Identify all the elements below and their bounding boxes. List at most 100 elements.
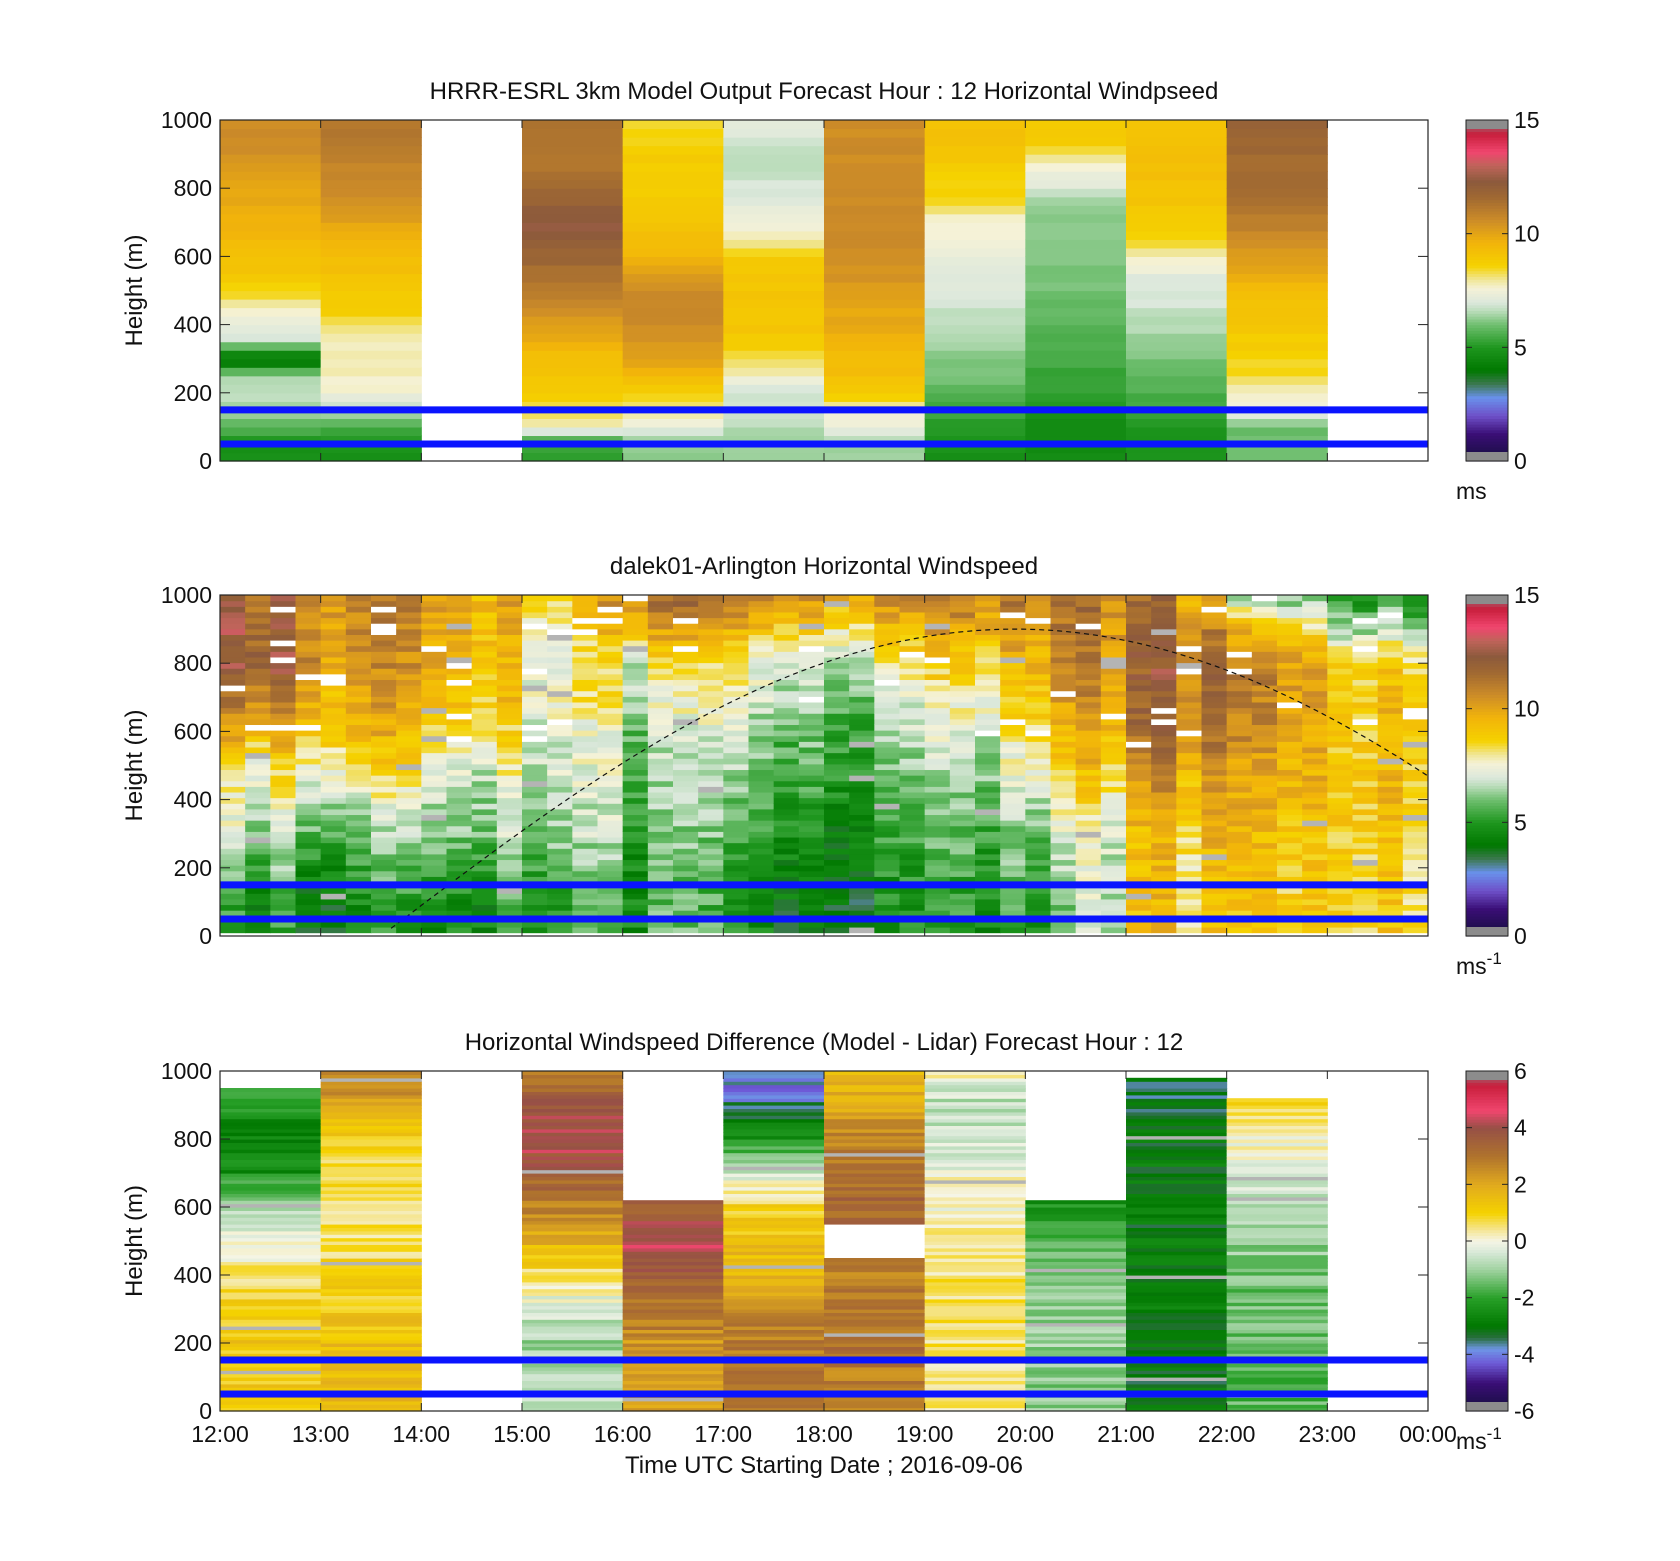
model-cell (622, 222, 724, 232)
lidar-cell (1226, 617, 1253, 624)
lidar-cell (748, 763, 775, 771)
lidar-cell (421, 803, 447, 810)
lidar-cell (647, 600, 674, 607)
lidar-cell (798, 696, 825, 703)
difference-cell (220, 1353, 322, 1358)
difference-cell (320, 1264, 422, 1269)
lidar-cell (723, 628, 749, 635)
lidar-cell (849, 876, 875, 883)
lidar-cell (1126, 893, 1152, 900)
lidar-cell (270, 645, 296, 652)
difference-cell (1126, 1322, 1228, 1327)
lidar-cell (295, 803, 322, 810)
model-cell (1025, 426, 1127, 437)
lidar-cell (673, 707, 699, 714)
model-cell (1226, 290, 1328, 300)
lidar-cell (396, 893, 422, 900)
lidar-cell (899, 848, 926, 855)
lidar-cell (220, 853, 246, 861)
lidar-cell (723, 707, 749, 714)
lidar-cell (1176, 623, 1202, 630)
lidar-cell (446, 775, 473, 782)
lidar-cell (1251, 701, 1278, 709)
model-cell (1126, 418, 1228, 428)
colorbar-swatch (1466, 424, 1508, 428)
lidar-cell (1327, 735, 1353, 742)
difference-cell (220, 1329, 322, 1334)
colorbar-swatch (1466, 1360, 1508, 1364)
difference-cell (824, 1373, 926, 1378)
difference-cell (1226, 1268, 1328, 1273)
difference-cell (1126, 1305, 1228, 1310)
lidar-cell (1402, 842, 1429, 849)
lidar-cell (1327, 831, 1353, 838)
lidar-cell (1075, 820, 1102, 827)
colorbar-swatch (1466, 202, 1508, 206)
lidar-cell (220, 831, 246, 838)
lidar-cell (773, 701, 800, 709)
lidar-cell (975, 735, 1001, 742)
lidar-cell (1327, 769, 1353, 776)
lidar-cell (1251, 814, 1278, 821)
lidar-cell (396, 887, 422, 894)
model-cell (824, 239, 926, 249)
lidar-cell (1302, 904, 1328, 911)
lidar-cell (798, 848, 825, 855)
lidar-cell (748, 752, 775, 759)
difference-cell (1025, 1349, 1127, 1354)
lidar-cell (924, 876, 951, 883)
lidar-cell (320, 724, 347, 731)
lidar-cell (698, 707, 724, 714)
difference-cell (723, 1295, 825, 1300)
model-cell (220, 213, 322, 223)
colorbar-swatch (1466, 904, 1508, 909)
lidar-cell (1126, 662, 1152, 669)
lidar-cell (1377, 595, 1404, 602)
model-cell (220, 324, 322, 334)
lidar-cell (446, 634, 473, 641)
lidar-cell (647, 893, 674, 900)
colorbar-swatch (1466, 1241, 1508, 1245)
difference-cell (622, 1377, 724, 1381)
difference-cell (320, 1128, 422, 1133)
model-cell (1025, 281, 1127, 292)
difference-cell (1126, 1156, 1228, 1160)
lidar-cell (698, 617, 724, 624)
model-cell (723, 392, 825, 402)
lidar-cell (1025, 797, 1051, 804)
lidar-cell (572, 595, 598, 602)
difference-cell (824, 1128, 926, 1133)
lidar-cell (1327, 808, 1353, 816)
lidar-cell (824, 628, 850, 635)
lidar-cell (1126, 645, 1152, 652)
lidar-cell (471, 791, 498, 799)
lidar-cell (773, 853, 800, 861)
lidar-cell (446, 746, 473, 754)
lidar-cell (1402, 752, 1429, 759)
lidar-cell (1302, 634, 1328, 641)
lidar-cell (748, 640, 775, 647)
lidar-cell (773, 876, 800, 883)
lidar-cell (1025, 848, 1051, 855)
lidar-cell (496, 775, 523, 782)
difference-cell (1126, 1383, 1228, 1388)
lidar-cell (371, 926, 397, 934)
lidar-cell (1075, 730, 1102, 737)
lidar-cell (396, 690, 422, 697)
difference-cell (723, 1268, 825, 1273)
lidar-cell (1000, 842, 1026, 849)
lidar-cell (949, 707, 976, 714)
lidar-cell (975, 623, 1001, 630)
difference-cell (924, 1343, 1026, 1347)
lidar-cell (295, 724, 322, 731)
difference-cell (1226, 1193, 1328, 1198)
model-cell (723, 247, 825, 257)
difference-cell (1126, 1125, 1228, 1130)
lidar-cell (1327, 870, 1353, 877)
difference-cell (522, 1227, 624, 1232)
lidar-cell (849, 831, 875, 838)
lidar-cell (1251, 752, 1278, 759)
difference-cell (320, 1111, 422, 1116)
model-cell (824, 179, 926, 189)
lidar-cell (371, 831, 397, 838)
